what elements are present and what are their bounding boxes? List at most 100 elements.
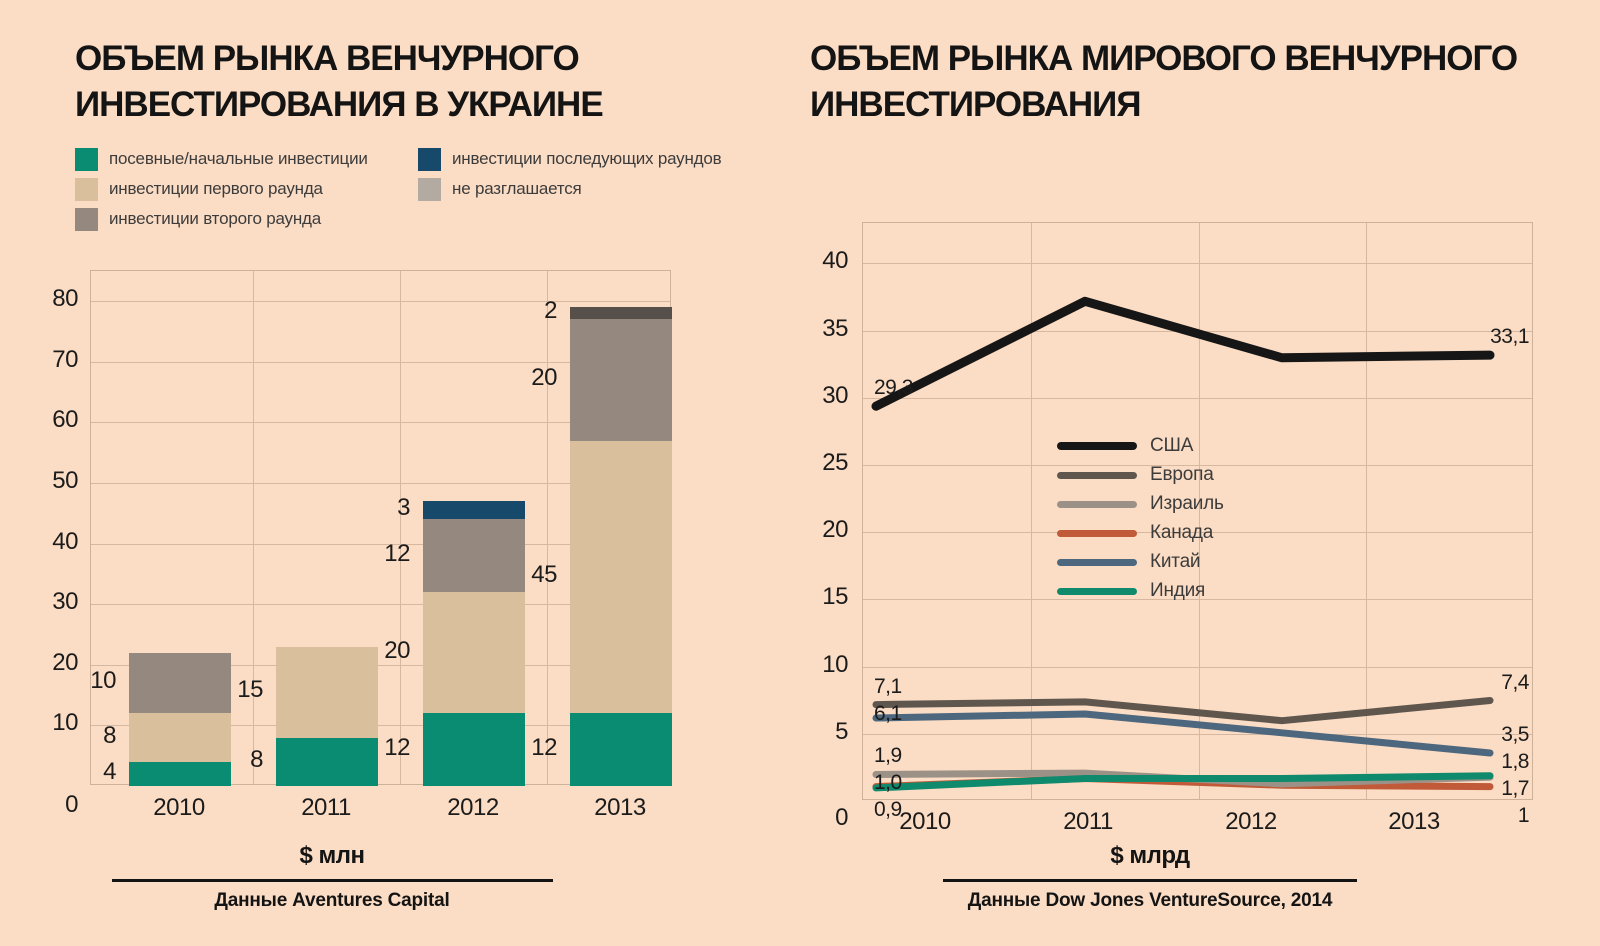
y-axis-tick-label: 10 [822,650,848,678]
ukraine-unit-label: $ млн [299,842,365,869]
bar-segment-label: 12 [384,539,410,567]
legend-swatch-canada [1057,529,1137,537]
series-end-label-israel: 1,7 [1501,776,1529,800]
y-axis-tick-label: 30 [52,588,78,616]
bar-segment-label: 12 [531,733,557,761]
ukraine-chart-title-line2: ИНВЕСТИРОВАНИЯ В УКРАИНЕ [75,85,604,125]
y-gridline [91,483,670,485]
y-axis-tick-label: 40 [52,527,78,555]
line-series-india [872,772,1494,792]
ukraine-bar-chart-plot [90,270,672,786]
v-gridline [1030,223,1032,799]
legend-swatch-later-rounds [418,147,441,171]
y-gridline [863,263,1532,265]
legend-swatch-india [1057,587,1137,595]
legend-label: Канада [1150,522,1214,543]
series-start-label-usa: 29,3 [874,376,913,400]
legend-label: Индия [1150,580,1206,601]
world-footer-rule [943,879,1357,882]
ukraine-source-label: Данные Aventures Capital [214,890,450,911]
y-gridline [863,733,1532,735]
y-axis-tick-label: 35 [822,314,848,342]
x-axis-year-label: 2013 [1388,808,1440,835]
world-chart-title-line1: ОБЪЕМ РЫНКА МИРОВОГО ВЕНЧУРНОГО [810,39,1518,78]
series-end-label-india: 1,8 [1501,749,1529,773]
bar-segment-round1 [276,646,378,738]
x-axis-year-label: 2013 [594,794,646,821]
legend-swatch-usa [1057,442,1137,450]
legend-label: Китай [1150,551,1201,572]
y-axis-tick-label: 0 [835,804,848,831]
bar-segment-round2 [129,652,231,714]
series-start-label-canada: 1,0 [874,771,902,795]
x-axis-year-label: 2012 [447,794,499,821]
bar-segment-label: 8 [103,721,116,749]
v-gridline [546,271,548,784]
y-gridline [91,361,670,363]
legend-swatch-china [1057,558,1137,566]
bar-segment-seed [276,737,378,786]
legend-item: инвестиции первого раунда [75,177,323,201]
bar-segment-round1 [423,592,525,714]
bar-segment-round2 [570,319,672,441]
legend-label: инвестиции последующих раундов [452,149,722,168]
bar-segment-label: 12 [384,733,410,761]
series-start-label-india: 0,9 [874,798,902,822]
legend-swatch-undisclosed [418,177,441,201]
y-axis-tick-label: 0 [65,791,78,818]
legend-label: Европа [1150,464,1214,485]
legend-item: Китай [1057,550,1201,574]
legend-label: Израиль [1150,493,1224,514]
bar-segment-round1 [570,440,672,714]
y-gridline [91,604,670,606]
world-chart-title-line2: ИНВЕСТИРОВАНИЯ [810,85,1142,125]
legend-item: США [1057,434,1193,458]
bar-segment-label: 10 [90,667,116,694]
series-end-label-europe: 7,4 [1501,670,1529,694]
line-chart-svg [871,296,1495,792]
legend-swatch-israel [1057,500,1137,508]
legend-label: инвестиции второго раунда [109,209,322,228]
y-axis-tick-label: 15 [822,583,848,611]
x-axis-year-label: 2010 [153,794,205,821]
legend-swatch-round1 [75,177,98,201]
y-gridline [863,599,1532,601]
world-line-chart-plot [862,222,1533,800]
bar-segment-round2 [423,519,525,593]
bar-segment-later-rounds [423,501,525,520]
bar-segment-undisclosed [570,307,672,320]
v-gridline [1366,223,1368,799]
y-gridline [863,532,1532,534]
legend-item: Индия [1057,579,1205,603]
world-source-label: Данные Dow Jones VentureSource, 2014 [967,890,1333,911]
line-series-europe [872,697,1494,725]
legend-label: посевные/начальные инвестиции [109,149,368,168]
y-axis-tick-label: 60 [52,406,78,434]
y-gridline [91,422,670,424]
y-axis-tick-label: 80 [52,285,78,313]
v-gridline [252,271,254,784]
legend-label: США [1150,435,1194,456]
bar-segment-label: 45 [531,560,557,588]
bar-segment-label: 2 [544,297,557,325]
y-gridline [91,543,670,545]
y-axis-tick-label: 25 [822,448,848,476]
series-start-label-israel: 1,9 [874,744,902,768]
y-axis-tick-label: 50 [52,467,78,495]
ukraine-footer-rule [112,879,553,882]
y-axis-tick-label: 70 [52,345,78,373]
legend-swatch-seed [75,147,98,171]
bar-segment-label: 20 [531,364,557,392]
bar-segment-label: 20 [384,636,410,664]
y-axis-tick-label: 10 [52,709,78,737]
bar-segment-seed [129,761,231,786]
bar-segment-round1 [129,713,231,762]
series-start-label-europe: 7,1 [874,674,902,698]
y-gridline [91,725,670,727]
ukraine-chart-title-line1: ОБЪЕМ РЫНКА ВЕНЧУРНОГО [75,39,580,78]
bar-segment-label: 4 [103,757,116,785]
x-axis-year-label: 2011 [301,794,351,821]
x-axis-year-label: 2012 [1225,808,1277,835]
legend-label: не разглашается [452,179,582,198]
